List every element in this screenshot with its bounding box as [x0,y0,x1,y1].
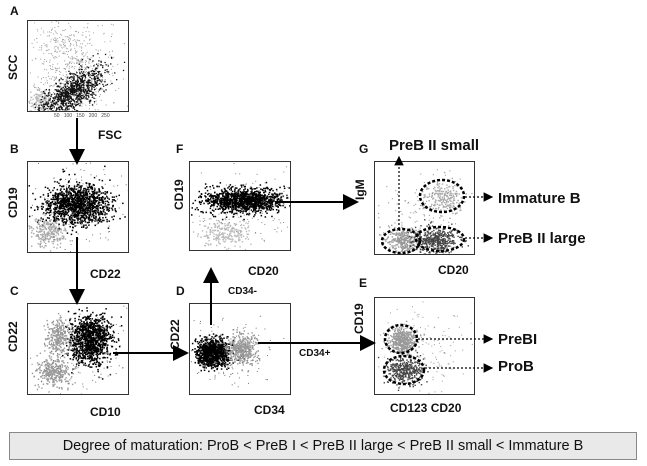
scatter-points [190,315,285,388]
arrow-label-cd34-pos: CD34+ [299,348,331,359]
maturation-footer: Degree of maturation: ProB < PreB I < Pr… [9,432,637,460]
gate-label-preb2-large: PreB II large [498,230,586,247]
axis-label-a-y: SCC [6,54,20,80]
axis-label-e-x: CD123 CD20 [390,401,462,415]
tick-labels-a: 50 100 150 200 250 [54,113,110,119]
scatter-points [28,21,128,111]
gate-label-immature-b: Immature B [498,190,581,207]
scatter-points [377,301,473,394]
scatter-plot-b [27,161,129,253]
axis-label-g-x: CD20 [438,263,469,277]
axis-label-g-y: IgM [353,179,367,200]
panel-letter-d: D [176,284,185,298]
scatter-points [378,169,473,254]
scatter-plot-e [374,297,475,395]
gate-label-prob: ProB [498,358,534,375]
axis-label-f-x: CD20 [248,264,279,278]
axis-label-b-y: CD19 [6,187,20,218]
scatter-points [28,162,128,252]
scatter-points [30,305,128,394]
scatter-plot-d [189,303,291,395]
axis-label-c-y: CD22 [6,321,20,352]
panel-letter-g: G [359,142,369,156]
gate-label-preb2-small: PreB II small [389,137,480,154]
scatter-plot-c [27,303,129,395]
scatter-plot-g [374,161,475,255]
axis-label-a-x: FSC [98,128,122,142]
panel-letter-f: F [176,142,184,156]
axis-label-c-x: CD10 [90,405,121,419]
axis-label-d-x: CD34 [254,403,285,417]
panel-letter-c: C [10,284,19,298]
panel-letter-b: B [10,142,19,156]
gate-label-prebi: PreBI [498,331,538,348]
panel-letter-e: E [359,276,368,290]
axis-label-d-y: CD22 [168,319,182,350]
axis-label-f-y: CD19 [172,179,186,210]
arrow-label-cd34-neg: CD34- [228,286,257,297]
scatter-points [191,163,290,250]
scatter-plot-f [189,161,291,251]
axis-label-e-y: CD19 [352,303,366,334]
axis-label-b-x: CD22 [90,267,121,281]
scatter-plot-a [27,20,129,112]
maturation-text: Degree of maturation: ProB < PreB I < Pr… [62,438,584,454]
panel-letter-a: A [10,4,19,18]
